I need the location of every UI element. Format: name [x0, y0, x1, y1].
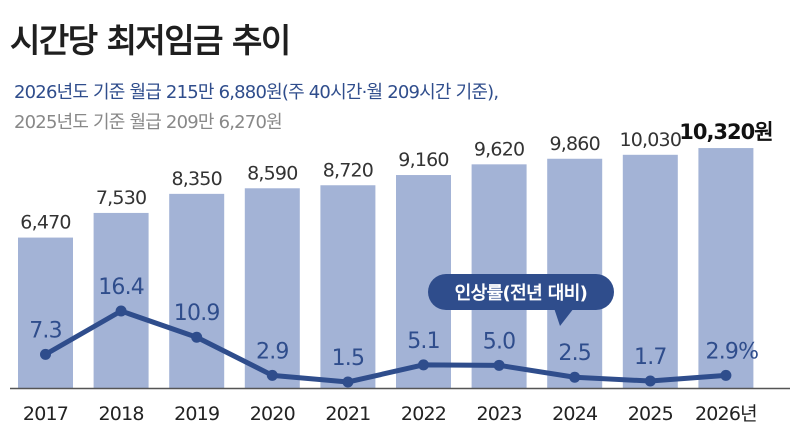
bar-label-2025: 10,030: [619, 129, 681, 151]
bar-label-2021: 8,720: [323, 159, 373, 181]
callout-bubble: [428, 274, 614, 310]
rate-label-2020: 2.9: [256, 339, 289, 364]
bar-label-2019: 8,350: [171, 168, 221, 190]
x-tick-2020: 2020: [250, 403, 295, 425]
bar-2021: [320, 185, 376, 388]
bar-labels-group: 6,470 7,530 8,350 8,590 8,720 9,160 9,620 9,860…: [20, 120, 773, 234]
rate-label-2023: 5.0: [483, 329, 516, 354]
bar-label-2023: 9,620: [474, 138, 524, 160]
bar-label-2022: 9,160: [398, 149, 448, 171]
x-tick-2024: 2024: [552, 403, 598, 425]
rate-point-2017: [40, 348, 51, 360]
rate-point-2018: [115, 305, 127, 317]
rate-label-2024: 2.5: [558, 341, 591, 366]
x-tick-2026년: 2026년: [695, 403, 757, 425]
x-tick-2025: 2025: [628, 403, 673, 425]
bar-label-2024: 9,860: [549, 133, 599, 155]
rate-point-2024: [569, 371, 581, 383]
rate-label-2022: 5.1: [407, 329, 440, 354]
chart-title: 시간당 최저임금 추이: [10, 21, 291, 60]
rate-line-group: [40, 305, 732, 388]
rate-label-2026년: 2.9%: [706, 339, 759, 364]
bars-group: [18, 148, 754, 388]
x-tick-2021: 2021: [325, 403, 370, 425]
rate-label-2018: 16.4: [98, 275, 144, 300]
rate-label-2021: 1.5: [332, 346, 365, 371]
callout-group: 인상률(전년 대비): [428, 274, 614, 326]
x-tick-labels-group: 2017 2018 2019 2020 2021 2022 2023 2024 2025 2026…: [23, 403, 758, 425]
x-tick-2017: 2017: [23, 403, 68, 425]
rate-label-2025: 1.7: [634, 345, 667, 370]
bar-label-2026년: 10,320원: [679, 120, 772, 144]
rate-point-2026년: [720, 369, 732, 381]
rate-label-2017: 7.3: [29, 318, 62, 343]
rate-labels-group: 7.3 16.4 10.9 2.9 1.5 5.1 5.0 2.5 1.7 2.9%: [29, 275, 759, 371]
rate-point-2025: [644, 375, 656, 387]
bar-label-2020: 8,590: [247, 162, 297, 184]
callout-pointer: [554, 308, 574, 326]
bar-label-2017: 6,470: [20, 212, 70, 234]
bar-2024: [547, 158, 603, 388]
rate-point-2023: [493, 359, 505, 371]
bar-2019: [169, 193, 225, 388]
x-tick-2022: 2022: [401, 403, 446, 425]
callout-label: 인상률(전년 대비): [455, 283, 588, 304]
x-tick-2018: 2018: [99, 403, 144, 425]
rate-point-2021: [342, 376, 354, 388]
bar-label-2018: 7,530: [96, 187, 146, 209]
bar-2017: [18, 237, 73, 388]
rate-line: [43, 308, 729, 385]
bar-2026년: [698, 148, 754, 388]
rate-point-2020: [266, 369, 278, 381]
rate-point-2019: [191, 331, 203, 343]
subtitle-2025: 2025년도 기준 월급 209만 6,270원: [14, 112, 283, 133]
x-tick-2023: 2023: [477, 403, 522, 425]
x-tick-2019: 2019: [174, 403, 219, 425]
bar-2018: [93, 212, 149, 388]
rate-point-2022: [418, 359, 429, 371]
rate-label-2019: 10.9: [174, 301, 220, 326]
bar-2025: [622, 154, 678, 388]
subtitle-2026: 2026년도 기준 월급 215만 6,880원(주 40시간·월 209시간 …: [14, 82, 499, 103]
bar-2020: [244, 188, 300, 388]
